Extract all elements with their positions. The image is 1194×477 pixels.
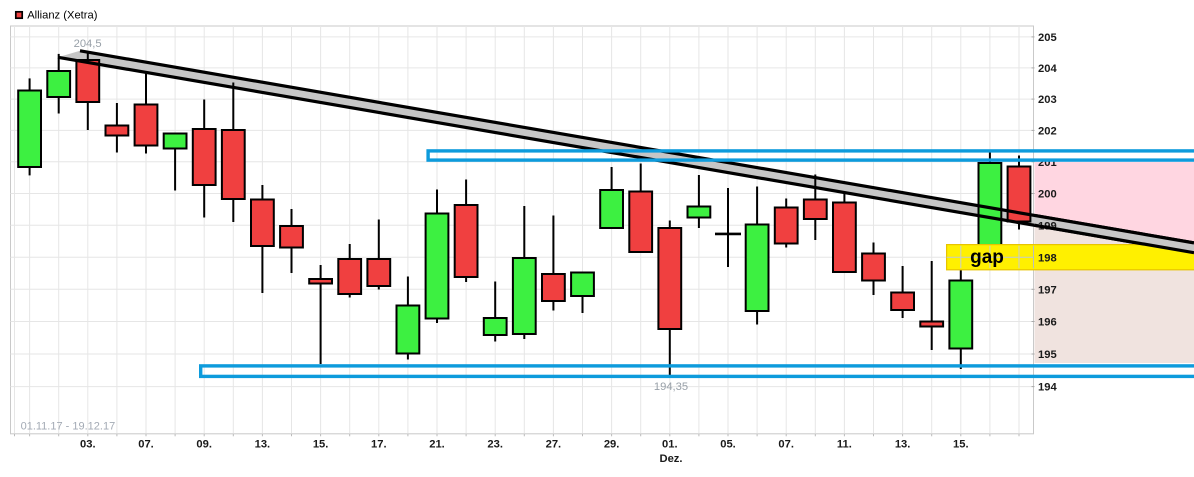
svg-text:205: 205 [1038,32,1057,44]
svg-text:197: 197 [1038,284,1057,296]
svg-text:gap: gap [970,247,1004,268]
svg-text:202: 202 [1038,126,1057,138]
svg-text:21.: 21. [429,439,445,451]
svg-text:195: 195 [1038,349,1057,361]
svg-text:01.11.17 - 19.12.17: 01.11.17 - 19.12.17 [21,421,116,433]
svg-text:196: 196 [1038,317,1057,329]
svg-text:17.: 17. [371,439,387,451]
svg-text:13.: 13. [255,439,271,451]
svg-text:204: 204 [1038,63,1057,75]
svg-text:07.: 07. [138,439,154,451]
svg-text:27.: 27. [546,439,562,451]
svg-text:Allianz (Xetra): Allianz (Xetra) [27,10,98,22]
svg-text:194,35: 194,35 [654,381,688,393]
svg-text:03.: 03. [80,439,96,451]
svg-text:200: 200 [1038,189,1057,201]
svg-text:13.: 13. [895,439,911,451]
svg-text:29.: 29. [604,439,620,451]
svg-text:07.: 07. [778,439,794,451]
svg-text:203: 203 [1038,94,1057,106]
svg-text:15.: 15. [953,439,969,451]
svg-text:23.: 23. [487,439,503,451]
svg-text:15.: 15. [313,439,329,451]
svg-text:01.: 01. [662,439,678,451]
svg-text:09.: 09. [196,439,212,451]
svg-text:05.: 05. [720,439,736,451]
svg-text:198: 198 [1038,252,1057,264]
svg-text:204,5: 204,5 [74,38,102,50]
svg-text:Dez.: Dez. [659,453,682,465]
svg-text:11.: 11. [837,439,852,451]
svg-text:194: 194 [1038,382,1057,394]
